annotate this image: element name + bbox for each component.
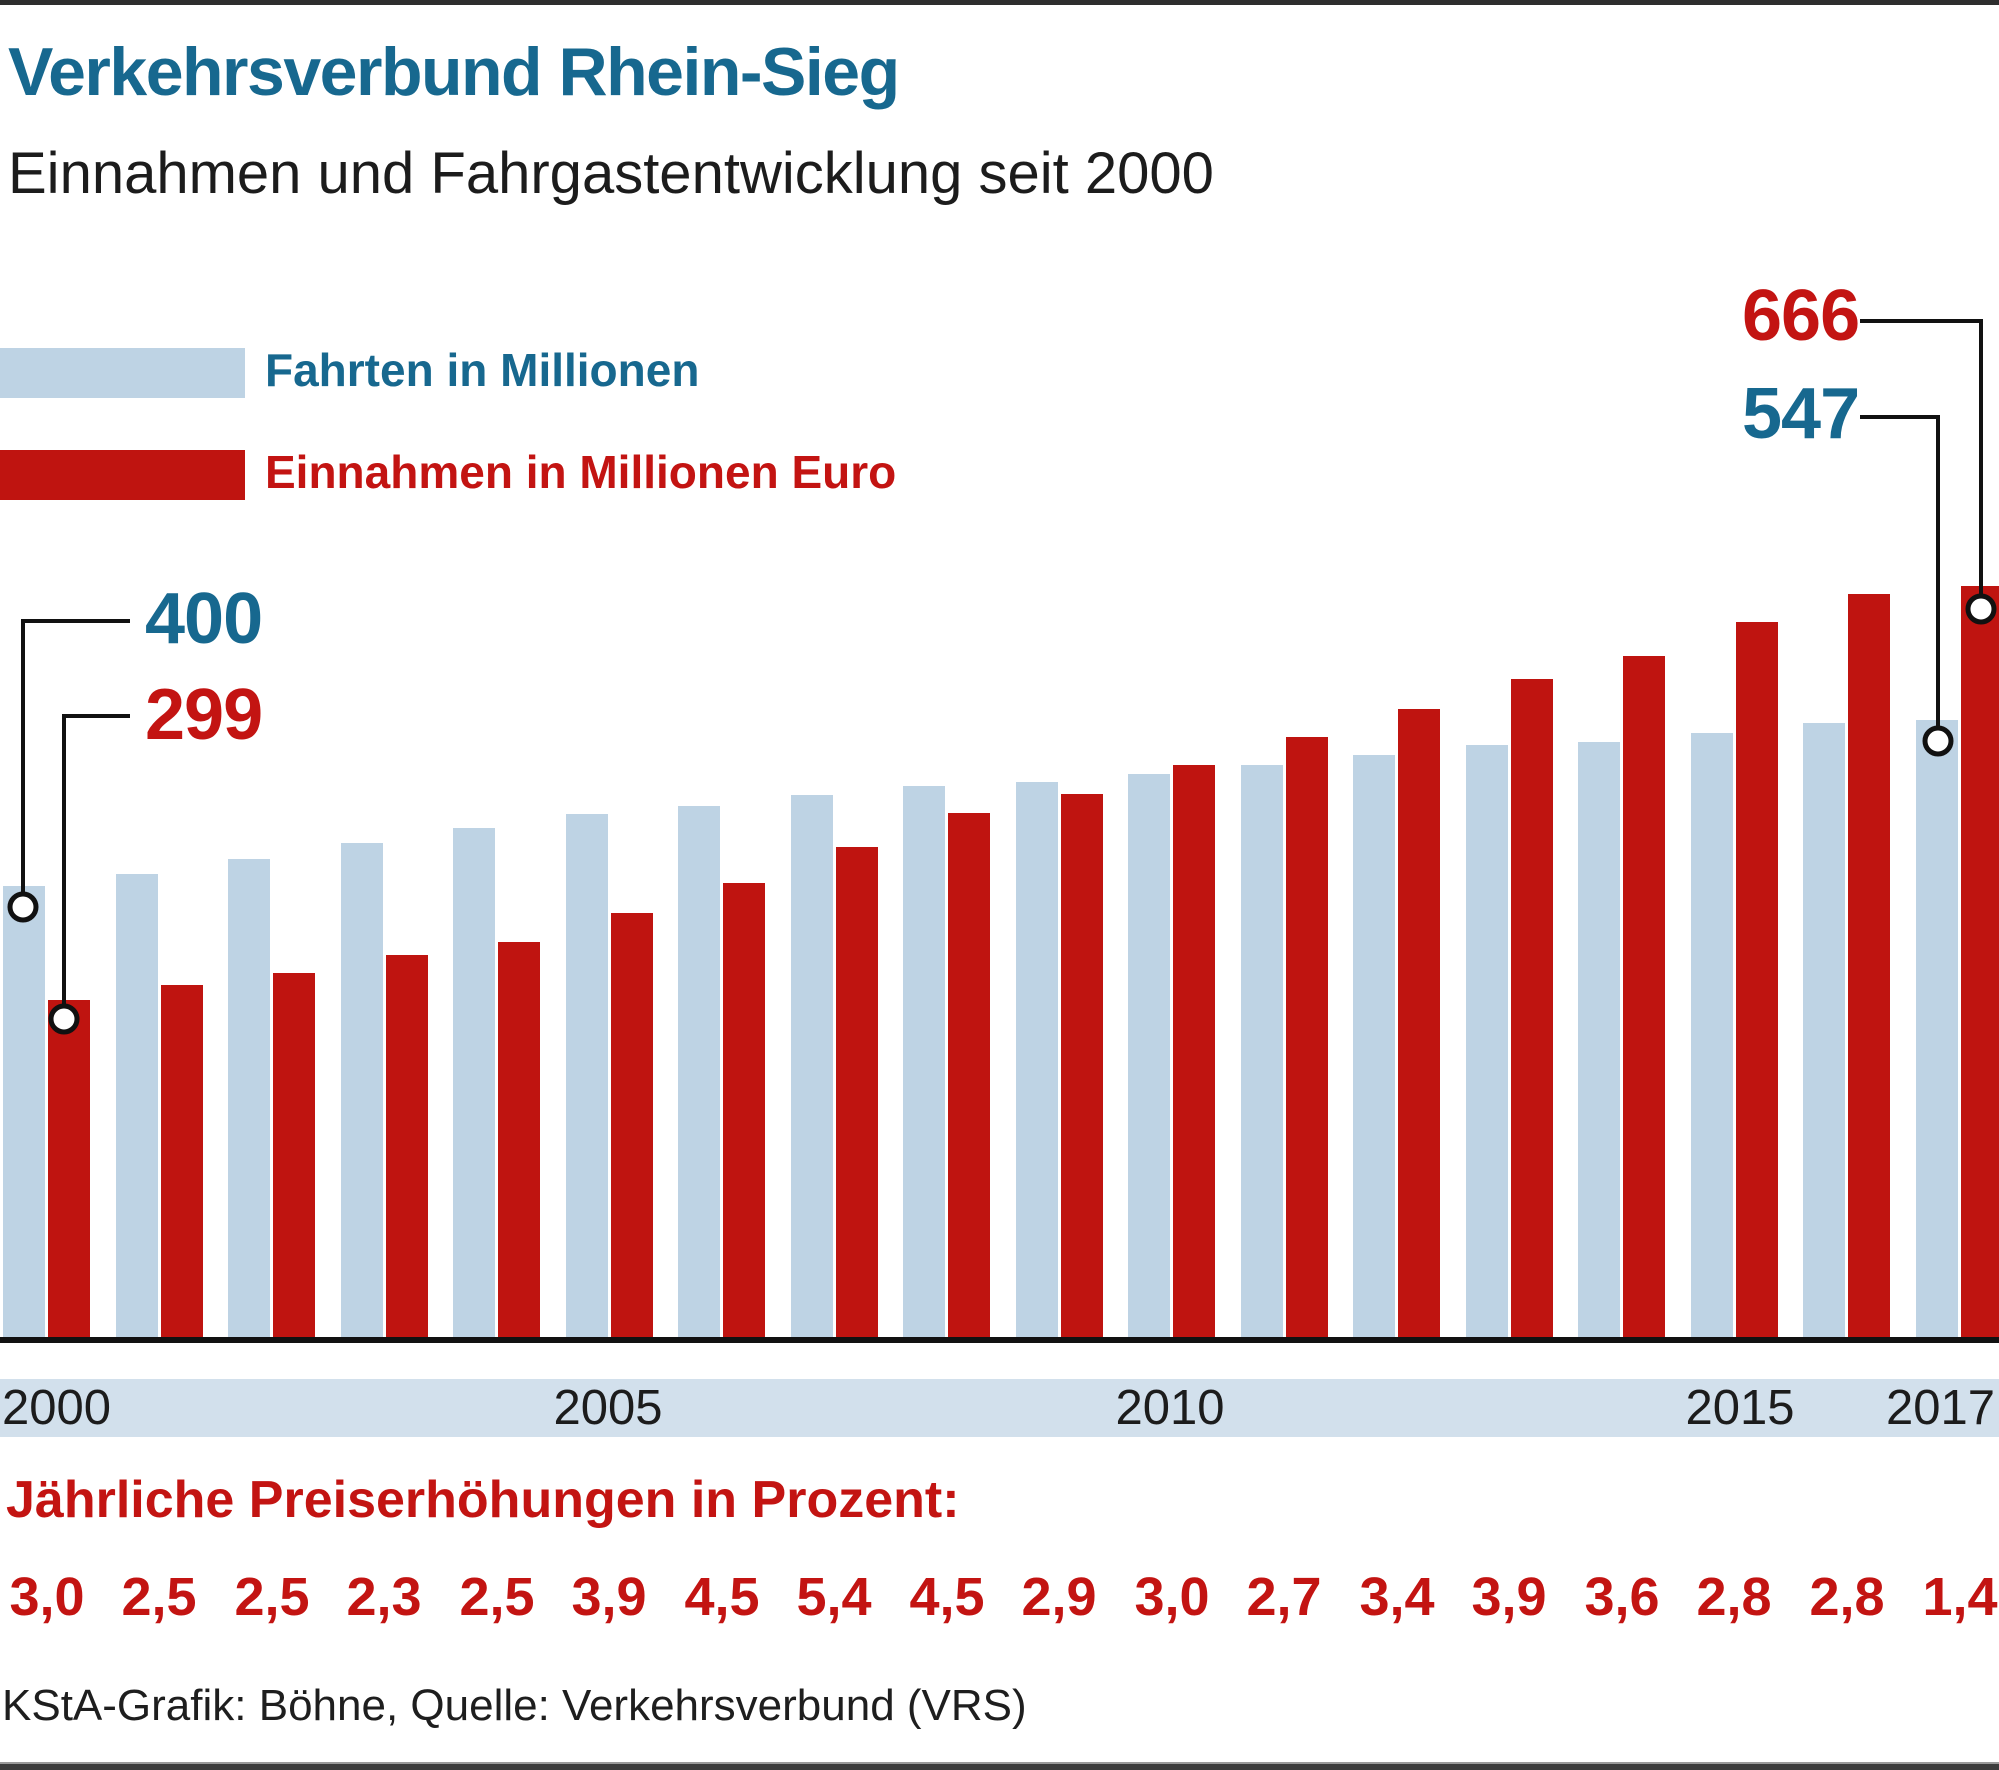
- x-tick-2017: 2017: [1885, 1381, 1995, 1435]
- price-increase-value-2006: 4,5: [684, 1567, 760, 1627]
- x-axis-line: [0, 1337, 1999, 1343]
- bar-rides-2010: [1128, 774, 1170, 1337]
- chart-title: Verkehrsverbund Rhein-Sieg: [8, 34, 900, 110]
- price-increase-value-2003: 2,3: [346, 1567, 422, 1627]
- bar-rides-2017: [1916, 720, 1958, 1337]
- bar-revenue-2014: [1623, 656, 1665, 1337]
- bar-revenue-2001: [161, 985, 203, 1337]
- x-tick-2000: 2000: [2, 1381, 112, 1435]
- price-increase-value-2004: 2,5: [459, 1567, 535, 1627]
- bar-chart: [3, 586, 1999, 1337]
- source-credit: KStA-Grafik: Böhne, Quelle: Verkehrsverb…: [2, 1681, 1027, 1730]
- bar-revenue-2005: [611, 913, 653, 1337]
- callout-value-revenue-2017: 666: [1742, 276, 1860, 356]
- bar-revenue-2004: [498, 942, 540, 1337]
- callout-value-rides-2017: 547: [1742, 374, 1860, 454]
- bar-revenue-2015: [1736, 622, 1778, 1337]
- bar-rides-2005: [566, 814, 608, 1337]
- bar-revenue-2003: [386, 955, 428, 1337]
- price-increase-value-2013: 3,9: [1471, 1567, 1547, 1627]
- bar-revenue-2009: [1061, 794, 1103, 1337]
- bar-rides-2016: [1803, 723, 1845, 1337]
- bar-revenue-2017: [1961, 586, 1999, 1337]
- bar-rides-2008: [903, 786, 945, 1337]
- price-increase-value-2001: 2,5: [121, 1567, 197, 1627]
- callout-value-revenue-2000: 299: [145, 675, 263, 755]
- top-border: [0, 0, 1999, 5]
- bar-revenue-2000: [48, 1000, 90, 1337]
- bar-rides-2014: [1578, 742, 1620, 1337]
- bar-rides-2004: [453, 828, 495, 1337]
- bar-rides-2012: [1353, 755, 1395, 1337]
- bar-revenue-2010: [1173, 765, 1215, 1337]
- legend-label-rides: Fahrten in Millionen: [265, 344, 700, 396]
- price-increase-value-2014: 3,6: [1584, 1567, 1660, 1627]
- price-increase-value-2007: 5,4: [796, 1567, 872, 1627]
- bar-revenue-2012: [1398, 709, 1440, 1337]
- bar-rides-2007: [791, 795, 833, 1337]
- price-increase-value-2011: 2,7: [1246, 1567, 1322, 1627]
- bar-revenue-2007: [836, 847, 878, 1337]
- bar-rides-2013: [1466, 745, 1508, 1337]
- legend-label-revenue: Einnahmen in Millionen Euro: [265, 446, 897, 498]
- x-axis-band: 2000 2005 2010 2015 2017: [0, 1379, 1999, 1437]
- chart-subtitle: Einnahmen und Fahrgastentwicklung seit 2…: [8, 141, 1214, 206]
- bar-revenue-2002: [273, 973, 315, 1337]
- price-increase-value-2005: 3,9: [571, 1567, 647, 1627]
- bar-rides-2009: [1016, 782, 1058, 1337]
- bar-rides-2015: [1691, 733, 1733, 1337]
- bar-revenue-2006: [723, 883, 765, 1337]
- price-increase-value-2009: 2,9: [1021, 1567, 1097, 1627]
- bar-revenue-2013: [1511, 679, 1553, 1337]
- price-increase-value-2015: 2,8: [1696, 1567, 1772, 1627]
- bar-rides-2011: [1241, 765, 1283, 1337]
- x-tick-2005: 2005: [553, 1381, 663, 1435]
- bar-revenue-2011: [1286, 737, 1328, 1337]
- x-tick-2015: 2015: [1685, 1381, 1795, 1435]
- legend-swatch-revenue: [0, 450, 245, 500]
- price-increase-value-2017: 1,4: [1922, 1567, 1998, 1627]
- price-increase-value-2012: 3,4: [1359, 1567, 1435, 1627]
- bar-revenue-2008: [948, 813, 990, 1337]
- x-tick-2010: 2010: [1115, 1381, 1225, 1435]
- price-increase-value-2000: 3,0: [9, 1567, 85, 1627]
- legend-swatch-rides: [0, 348, 245, 398]
- bar-rides-2006: [678, 806, 720, 1337]
- price-increase-value-2010: 3,0: [1134, 1567, 1210, 1627]
- bar-rides-2002: [228, 859, 270, 1337]
- bar-rides-2001: [116, 874, 158, 1337]
- callout-value-rides-2000: 400: [145, 579, 263, 659]
- bottom-border: [0, 1762, 1999, 1770]
- price-increase-value-2002: 2,5: [234, 1567, 310, 1627]
- bar-rides-2000: [3, 886, 45, 1337]
- price-increase-value-2016: 2,8: [1809, 1567, 1885, 1627]
- price-increase-heading: Jährliche Preiserhöhungen in Prozent:: [6, 1471, 960, 1529]
- price-increase-value-2008: 4,5: [909, 1567, 985, 1627]
- price-increase-row: 3,0 2,5 2,5 2,3 2,5 3,9 4,5 5,4 4,5 2,9 3,0 2,7 3,4 3…: [0, 1566, 1999, 1630]
- bar-revenue-2016: [1848, 594, 1890, 1337]
- bar-rides-2003: [341, 843, 383, 1337]
